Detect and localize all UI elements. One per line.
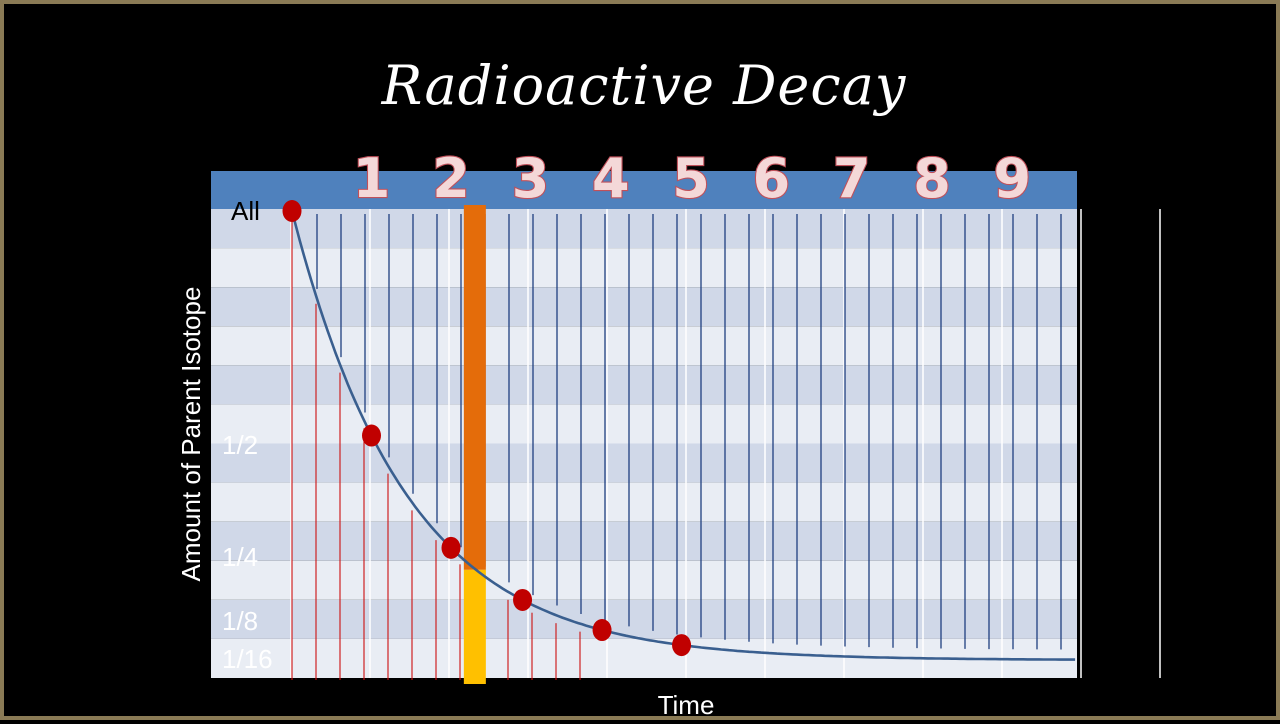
half-life-label: 8 <box>913 147 951 210</box>
plot-stripe <box>211 521 1077 561</box>
half-life-label: 7 <box>833 147 871 210</box>
plot-stripe <box>211 287 1077 327</box>
half-life-label: 6 <box>753 147 791 210</box>
y-tick-label: 1/16 <box>222 644 273 674</box>
x-axis-label: Time <box>658 690 715 720</box>
header-band <box>211 171 1077 209</box>
marker-top-segment <box>463 205 486 570</box>
y-tick-label: 1/2 <box>222 430 258 460</box>
drop-lines <box>291 219 581 680</box>
data-point <box>282 200 302 222</box>
y-tick-label: 1/4 <box>222 542 258 572</box>
y-tick-label: All <box>231 196 260 226</box>
y-tick-labels: All 1/2 1/4 1/8 1/16 <box>222 196 273 674</box>
plot-stripe <box>211 443 1077 483</box>
data-point <box>672 634 692 657</box>
data-point <box>592 619 612 642</box>
data-points <box>282 200 692 657</box>
slide-title: Radioactive Decay <box>381 54 907 117</box>
plot-stripes <box>211 209 1161 678</box>
plot-stripe <box>211 209 1077 249</box>
plot-stripe <box>211 404 1077 444</box>
plot-stripe <box>211 248 1077 288</box>
half-life-label: 4 <box>592 147 630 210</box>
half-life-label: 5 <box>672 147 710 210</box>
half-life-label: 1 <box>353 147 391 210</box>
time-marker <box>463 205 486 684</box>
half-life-label: 3 <box>512 147 550 210</box>
data-point <box>513 588 533 611</box>
marker-bottom-segment <box>463 569 486 684</box>
plot-stripe <box>211 482 1077 522</box>
plot-stripe <box>211 599 1077 639</box>
data-point <box>362 424 381 447</box>
plot-stripe <box>211 560 1077 600</box>
y-axis-label: Amount of Parent Isotope <box>176 287 206 582</box>
plot-stripe <box>211 365 1077 405</box>
half-life-label: 9 <box>994 147 1032 210</box>
plot-stripe <box>211 326 1077 366</box>
half-life-label: 2 <box>432 147 470 210</box>
y-tick-label: 1/8 <box>222 606 258 636</box>
data-point <box>441 536 461 559</box>
